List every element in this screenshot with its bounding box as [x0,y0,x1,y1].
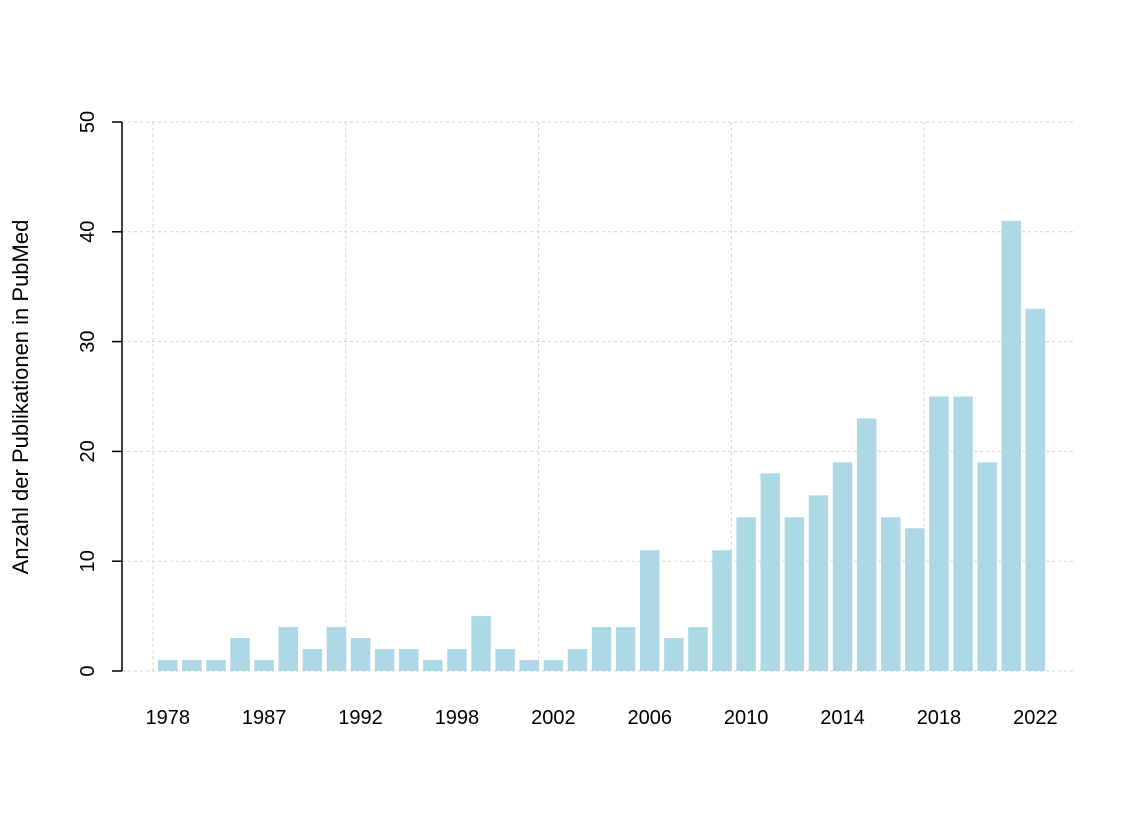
y-tick-label: 40 [77,221,99,243]
bar-2003 [567,649,588,671]
bar-1979 [182,660,202,671]
bar-1999 [471,616,491,671]
x-tick-label: 1987 [242,707,287,729]
bar-1996 [423,660,443,671]
x-tick-label: 2014 [820,707,865,729]
bar-1990 [326,627,347,671]
bar-2011 [760,473,780,671]
bar-2001 [519,660,539,671]
x-tick-label: 1978 [146,707,191,729]
bar-2022 [1025,308,1046,671]
bar-2000 [495,649,515,671]
bar-2020 [977,462,997,671]
bar-1998 [447,649,467,671]
x-tick-label: 2010 [724,707,769,729]
y-tick-label: 0 [77,665,99,676]
bar-1987 [254,660,274,671]
bar-1978 [158,660,178,671]
bar-2004 [591,627,612,671]
bar-2018 [929,396,949,671]
bar-2007 [664,638,684,671]
bar-2008 [688,627,708,671]
x-tick-label: 2018 [917,707,962,729]
bar-2021 [1001,220,1021,671]
y-tick-label: 20 [77,440,99,462]
x-tick-label: 2006 [628,707,673,729]
bar-2014 [832,462,853,671]
x-tick-label: 2002 [531,707,576,729]
bar-1992 [350,638,371,671]
bar-2010 [736,517,756,671]
bar-2016 [881,517,901,671]
bar-2006 [640,550,660,671]
bar-2012 [784,517,805,671]
bar-2013 [808,495,829,671]
bar-2009 [712,550,732,671]
bar-1988 [278,627,298,671]
bars [158,220,1046,671]
bar-1989 [302,649,323,671]
x-tick-label: 2022 [1013,707,1058,729]
y-axis-ticks: 0 10 20 30 40 50 [77,111,122,677]
bar-1986 [230,638,250,671]
y-tick-label: 30 [77,330,99,352]
x-tick-label: 1998 [435,707,480,729]
bar-1980 [206,660,226,671]
bar-1995 [399,649,419,671]
x-axis-ticks: 1978 1987 1992 1998 2002 2006 2010 2014 2018 2022 [146,707,1058,729]
bar-1993 [374,649,395,671]
bar-2019 [953,396,973,671]
y-tick-label: 10 [77,550,99,572]
bar-2017 [905,528,925,671]
bar-2015 [856,418,877,671]
bar-2005 [615,627,636,671]
y-axis-label: Anzahl der Publikationen in PubMed [8,220,33,575]
bar-2002 [543,660,564,671]
y-tick-label: 50 [77,111,99,133]
x-tick-label: 1992 [338,707,383,729]
